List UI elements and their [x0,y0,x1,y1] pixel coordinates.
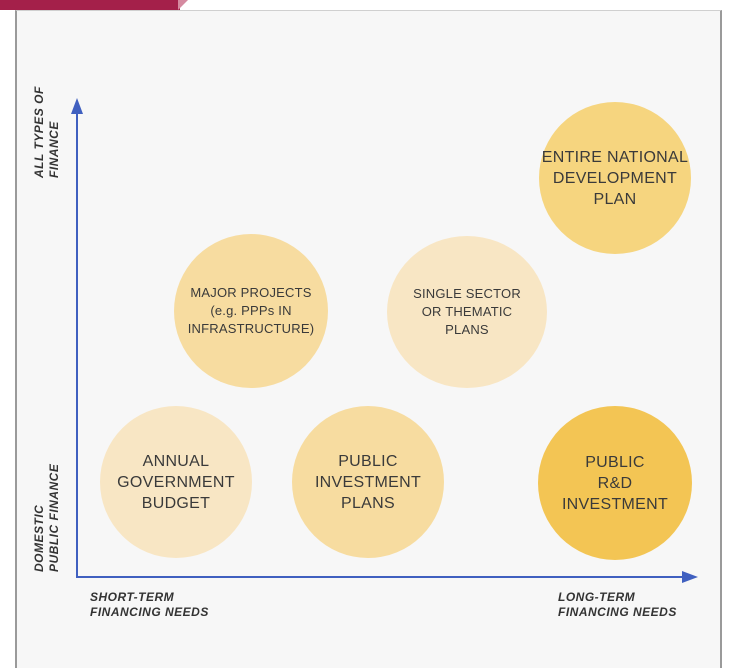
bubble-public-investment-plans-line3: PLANS [341,494,395,512]
bubble-major-projects-line1: MAJOR PROJECTS [190,285,312,300]
y-axis-top-label-line2: FINANCE [47,121,61,178]
bubble-public-rd: PUBLIC R&D INVESTMENT [538,406,692,560]
y-axis-bottom-label: DOMESTIC PUBLIC FINANCE [32,464,62,572]
bubble-public-rd-line2: R&D [597,474,633,492]
x-axis-right-label-line2: FINANCING NEEDS [558,605,677,619]
bubble-major-projects: MAJOR PROJECTS (e.g. PPPs IN INFRASTRUCT… [174,234,328,388]
bubble-annual-budget-line3: BUDGET [141,494,211,512]
bubble-major-projects-line3: INFRASTRUCTURE) [187,321,315,336]
bubble-single-sector: SINGLE SECTOR OR THEMATIC PLANS [387,236,547,388]
bubble-public-rd-line1: PUBLIC [585,453,645,471]
bubble-single-sector-line1: SINGLE SECTOR [413,286,521,301]
bubble-national-plan-line2: DEVELOPMENT [552,169,678,187]
x-axis-left-label-line2: FINANCING NEEDS [90,605,209,619]
x-axis-right-label: LONG-TERM FINANCING NEEDS [558,590,677,620]
y-axis-bottom-label-line1: DOMESTIC [32,504,46,572]
bubble-public-investment-plans: PUBLIC INVESTMENT PLANS [292,406,444,558]
bubble-annual-budget-line2: GOVERNMENT [117,473,235,491]
bubble-single-sector-line2: OR THEMATIC [421,304,513,319]
x-axis-left-label-line1: SHORT-TERM [90,590,175,604]
header-banner-strip [0,0,180,10]
x-axis-right-label-line1: LONG-TERM [558,590,636,604]
y-axis-top-label: ALL TYPES OF FINANCE [32,86,62,178]
x-axis-left-label: SHORT-TERM FINANCING NEEDS [90,590,209,620]
bubble-public-investment-plans-line1: PUBLIC [338,452,398,470]
bubble-annual-budget: ANNUAL GOVERNMENT BUDGET [100,406,252,558]
y-axis-arrow [71,98,83,114]
bubble-annual-budget-line1: ANNUAL [142,452,210,470]
bubble-national-plan-line3: PLAN [593,190,637,208]
bubble-major-projects-line2: (e.g. PPPs IN [210,303,292,318]
bubble-national-plan: ENTIRE NATIONAL DEVELOPMENT PLAN [539,102,691,254]
y-axis-top-label-line1: ALL TYPES OF [32,86,46,178]
bubble-single-sector-line3: PLANS [445,322,489,337]
bubble-public-investment-plans-line2: INVESTMENT [314,473,422,491]
header-banner-fold [178,0,188,10]
y-axis-bottom-label-line2: PUBLIC FINANCE [47,463,61,572]
bubble-public-rd-line3: INVESTMENT [561,495,669,513]
bubble-national-plan-line1: ENTIRE NATIONAL [541,148,689,166]
x-axis-arrow [682,571,698,583]
